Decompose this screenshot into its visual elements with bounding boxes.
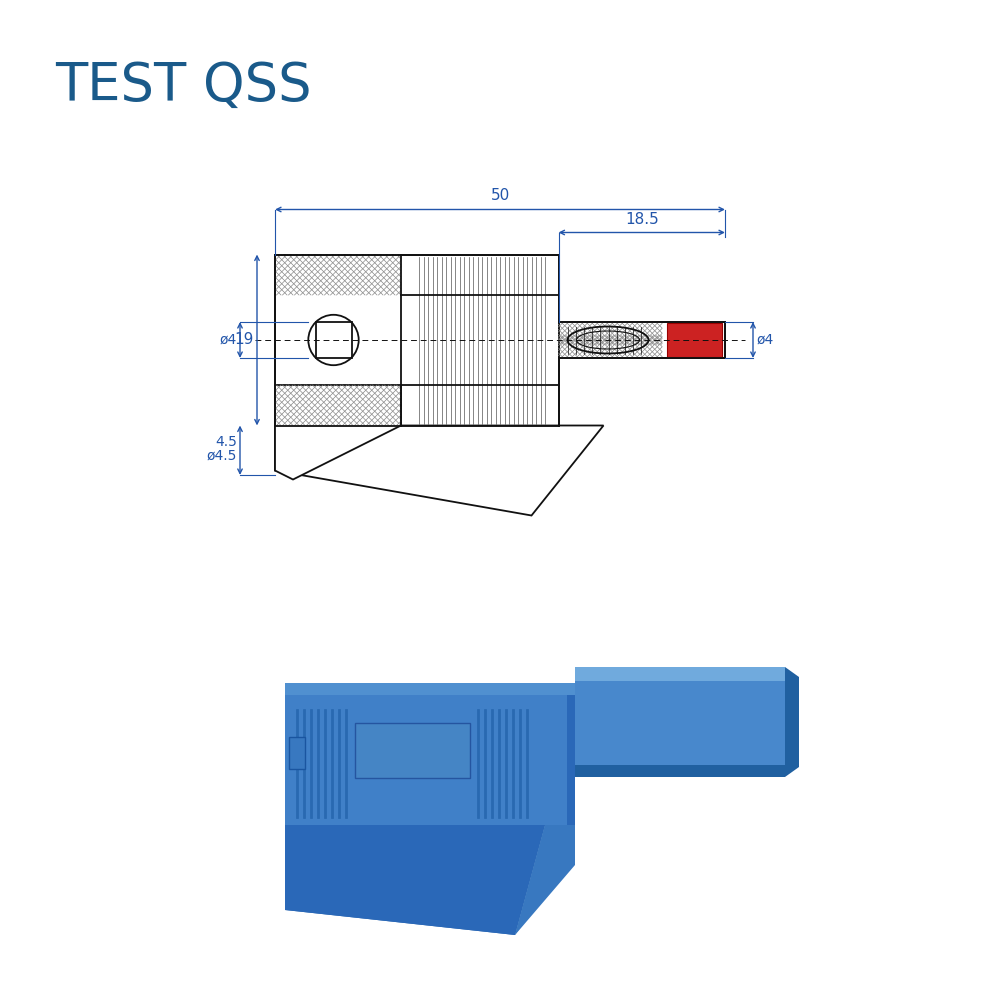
Polygon shape (515, 825, 567, 935)
Polygon shape (785, 667, 799, 777)
Polygon shape (275, 426, 604, 516)
Text: 19: 19 (235, 332, 254, 348)
Bar (355, 723, 470, 778)
Polygon shape (285, 825, 545, 935)
Polygon shape (567, 695, 575, 825)
Text: ø4.5: ø4.5 (207, 448, 237, 462)
Text: 50: 50 (490, 188, 510, 204)
Bar (289, 737, 305, 769)
Bar (575, 667, 785, 777)
Bar (558, 322, 725, 358)
Bar (575, 765, 785, 777)
Bar (285, 695, 575, 825)
Bar (575, 667, 785, 681)
Text: ø4: ø4 (220, 333, 237, 347)
Text: TEST QSS: TEST QSS (55, 60, 312, 112)
Bar (285, 695, 575, 825)
Text: 18.5: 18.5 (625, 213, 659, 228)
Bar (316, 322, 352, 358)
Bar (666, 323, 722, 357)
Polygon shape (285, 825, 545, 935)
Text: 4.5: 4.5 (215, 435, 237, 449)
Text: ø4: ø4 (757, 333, 774, 347)
Polygon shape (275, 385, 401, 480)
Bar (275, 254, 558, 426)
Polygon shape (285, 683, 575, 695)
Polygon shape (515, 825, 575, 935)
